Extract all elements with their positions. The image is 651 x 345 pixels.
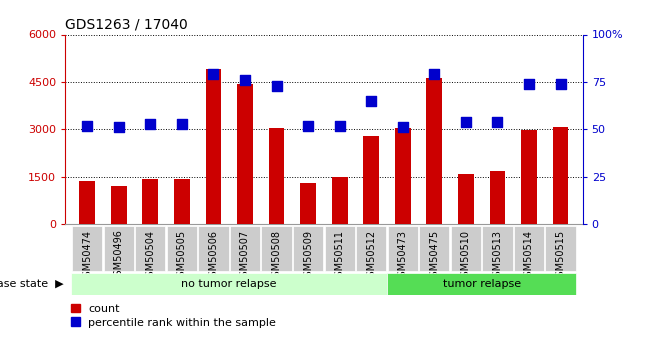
- FancyBboxPatch shape: [104, 226, 134, 271]
- FancyBboxPatch shape: [167, 226, 197, 271]
- Text: GSM50511: GSM50511: [335, 229, 344, 283]
- Bar: [300, 183, 316, 224]
- Bar: [237, 84, 253, 224]
- Bar: [174, 179, 189, 224]
- Point: [366, 98, 376, 104]
- Text: GSM50505: GSM50505: [177, 229, 187, 283]
- Text: GSM50513: GSM50513: [492, 229, 503, 283]
- FancyBboxPatch shape: [230, 226, 260, 271]
- Text: GSM50510: GSM50510: [461, 229, 471, 283]
- Point: [113, 125, 124, 130]
- Bar: [143, 179, 158, 224]
- Text: GSM50496: GSM50496: [114, 229, 124, 283]
- Point: [82, 123, 92, 128]
- FancyBboxPatch shape: [450, 226, 481, 271]
- FancyBboxPatch shape: [356, 226, 386, 271]
- Bar: [521, 130, 537, 224]
- FancyBboxPatch shape: [546, 226, 575, 271]
- Text: GSM50512: GSM50512: [367, 229, 376, 283]
- Point: [335, 123, 345, 128]
- Text: disease state  ▶: disease state ▶: [0, 279, 64, 289]
- Bar: [206, 69, 221, 224]
- FancyBboxPatch shape: [482, 226, 512, 271]
- Point: [555, 81, 566, 87]
- Bar: [458, 174, 474, 224]
- Text: GSM50514: GSM50514: [524, 229, 534, 283]
- Text: GSM50474: GSM50474: [82, 229, 92, 283]
- Text: GSM50509: GSM50509: [303, 229, 313, 283]
- Point: [461, 119, 471, 125]
- Point: [208, 72, 219, 77]
- Bar: [553, 127, 568, 224]
- Bar: [79, 181, 95, 224]
- FancyBboxPatch shape: [293, 226, 324, 271]
- Bar: [111, 186, 127, 224]
- FancyBboxPatch shape: [514, 226, 544, 271]
- Text: GSM50475: GSM50475: [429, 229, 439, 283]
- Text: GDS1263 / 17040: GDS1263 / 17040: [65, 18, 188, 32]
- Text: GSM50507: GSM50507: [240, 229, 250, 283]
- Bar: [426, 78, 442, 224]
- Point: [176, 121, 187, 127]
- FancyBboxPatch shape: [324, 226, 355, 271]
- Point: [524, 81, 534, 87]
- FancyBboxPatch shape: [387, 226, 418, 271]
- Bar: [490, 171, 505, 224]
- FancyBboxPatch shape: [262, 226, 292, 271]
- Bar: [363, 136, 379, 224]
- Point: [145, 121, 156, 127]
- Point: [240, 77, 250, 83]
- FancyBboxPatch shape: [387, 273, 576, 295]
- Bar: [332, 177, 348, 224]
- Text: no tumor relapse: no tumor relapse: [182, 279, 277, 289]
- Legend: count, percentile rank within the sample: count, percentile rank within the sample: [71, 304, 276, 327]
- Bar: [269, 128, 284, 224]
- Text: GSM50473: GSM50473: [398, 229, 408, 283]
- Text: GSM50508: GSM50508: [271, 229, 281, 283]
- Point: [492, 119, 503, 125]
- FancyBboxPatch shape: [72, 273, 387, 295]
- Text: tumor relapse: tumor relapse: [443, 279, 521, 289]
- Point: [271, 83, 282, 89]
- FancyBboxPatch shape: [72, 226, 102, 271]
- Point: [429, 72, 439, 77]
- Text: GSM50506: GSM50506: [208, 229, 219, 283]
- Bar: [395, 128, 411, 224]
- Point: [303, 123, 313, 128]
- Text: GSM50515: GSM50515: [555, 229, 566, 283]
- FancyBboxPatch shape: [135, 226, 165, 271]
- FancyBboxPatch shape: [199, 226, 229, 271]
- Point: [398, 125, 408, 130]
- Text: GSM50504: GSM50504: [145, 229, 156, 283]
- FancyBboxPatch shape: [419, 226, 449, 271]
